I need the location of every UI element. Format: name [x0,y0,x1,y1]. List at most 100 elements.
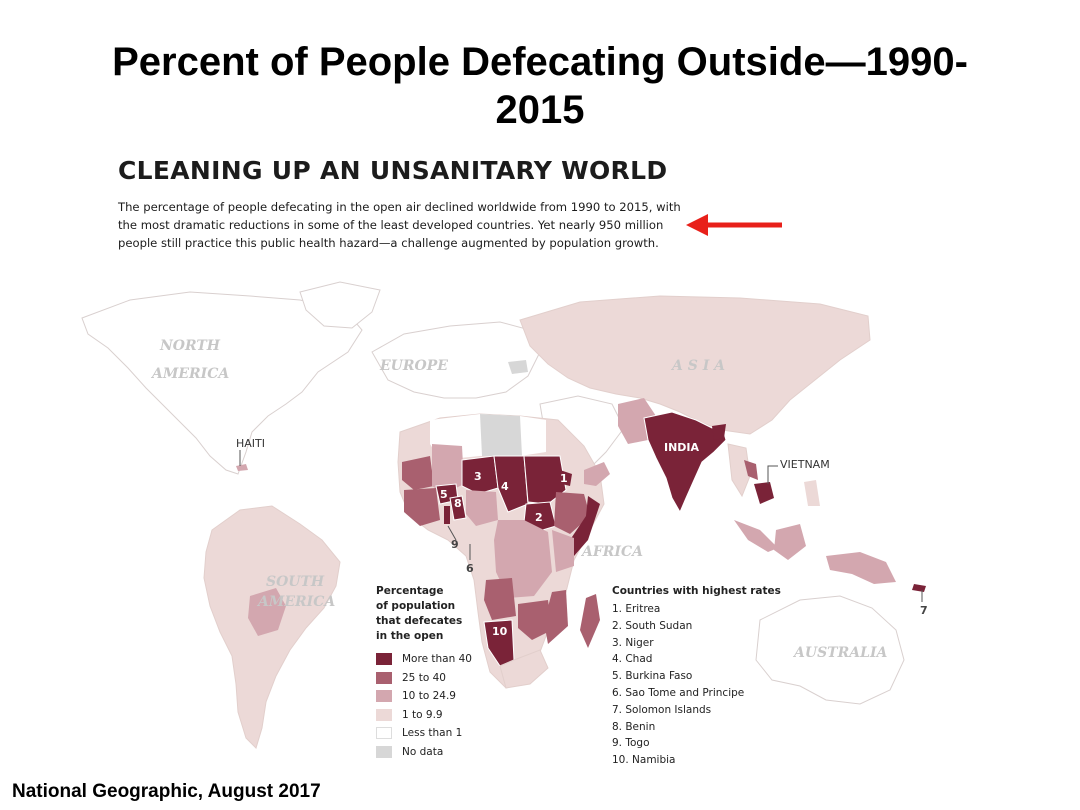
legend-item: 10 to 24.9 [376,687,472,706]
list-item: 8. Benin [612,720,656,733]
cambodia-region [754,482,774,504]
australia-landmass [755,595,905,705]
legend-swatch-1-to-9-9 [376,708,392,721]
asia-landmass [519,295,871,435]
mauritania-region [402,456,434,490]
haiti-region [236,464,248,471]
red-arrow-icon [686,214,782,236]
south-africa-region [499,649,549,689]
label-south-america-1: SOUTH [266,574,325,590]
legend-item: More than 40 [376,650,472,669]
zambia-region [518,600,552,640]
slide-title-line-2: 2015 [495,88,585,132]
number-label-1: 1 [560,472,568,485]
bolivia-region [248,588,286,636]
highest-rates-title: Countries with highest rates [612,585,781,597]
list-item: 7. Solomon Islands [612,703,712,716]
chad-region [493,455,529,513]
list-item: 2. South Sudan [612,619,693,632]
borneo-region [774,524,806,560]
number-label-2: 2 [535,511,543,524]
legend-label: 1 to 9.9 [402,708,443,721]
list-item: 5. Burkina Faso [612,670,693,683]
benin-region [449,495,467,521]
slide-title-line-1: Percent of People Defecating Outside—199… [112,40,968,84]
greenland-landmass [299,281,381,329]
europe-no-data-region [508,360,528,374]
list-item: 6. Sao Tome and Principe [612,686,745,699]
kenya-region [552,530,574,572]
nepal-region [712,424,726,440]
eritrea-region [560,470,572,486]
madagascar-region [580,594,600,648]
legend-label: Less than 1 [402,727,463,740]
legend-title-line-3: that defecates [376,615,463,627]
label-haiti: HAITI [236,437,265,450]
highest-rates-list: Countries with highest rates 1. Eritrea … [612,585,781,769]
solomon-islands-region [912,584,926,592]
legend-title-line-1: Percentage [376,585,444,597]
indonesia-east-region [826,552,896,584]
list-item: 10. Namibia [612,754,676,767]
source-credit: National Geographic, August 2017 [12,781,321,802]
list-item: 1. Eritrea [612,603,661,615]
west-africa-coast-region [404,488,440,526]
number-label-6: 6 [466,562,474,575]
arabia-region [584,462,610,486]
label-vietnam: VIETNAM [780,458,830,471]
north-america-landmass [81,291,363,475]
number-label-7: 7 [920,604,928,617]
legend-label: 10 to 24.9 [402,690,456,703]
label-australia: AUSTRALIA [792,645,887,661]
india-region [643,411,727,514]
angola-region [484,578,516,620]
legend-title: Percentage of population that defecates … [376,584,472,644]
vietnam-leader-line [767,465,778,484]
intro-line-3: people still practice this public health… [118,236,659,250]
list-item: 3. Niger [612,636,654,649]
number-label-4: 4 [501,480,509,493]
list-item: 9. Togo [612,737,650,750]
map-heading: CLEANING UP AN UNSANITARY WORLD [118,156,668,185]
legend-swatch-25-to-40 [376,671,392,684]
philippines-region [804,480,820,506]
label-asia: A S I A [670,358,725,374]
legend-label: More than 40 [402,653,472,666]
label-south-america-2: AMERICA [256,594,335,610]
legend-title-line-2: of population [376,600,456,612]
legend-swatch-more-than-40 [376,653,392,666]
number-label-9: 9 [451,538,459,551]
mozambique-region [544,590,568,644]
myanmar-region [727,443,751,498]
algeria-no-data-region [480,414,522,456]
legend-item: No data [376,743,472,762]
label-north-america-1: NORTH [159,338,221,354]
legend-label: No data [402,745,444,758]
mali-region [432,444,464,494]
legend-item: Less than 1 [376,724,472,743]
legend-title-line-4: in the open [376,630,444,642]
europe-landmass [371,321,541,399]
intro-text: The percentage of people defecating in t… [118,198,698,252]
number-label-8: 8 [454,497,462,510]
legend-item: 25 to 40 [376,669,472,688]
legend-swatch-no-data [376,745,392,758]
label-africa: AFRICA [580,544,643,560]
number-label-3: 3 [474,470,482,483]
map-legend: Percentage of population that defecates … [376,584,472,761]
togo-leader-line [447,525,457,541]
legend-swatch-less-than-1 [376,727,392,740]
indonesia-region [734,520,778,552]
list-item: 4. Chad [612,653,653,666]
number-label-10: 10 [492,625,508,638]
label-europe: EUROPE [379,358,448,374]
label-india: INDIA [664,441,700,454]
label-north-america-2: AMERICA [150,366,229,382]
nigeria-region [466,490,498,526]
togo-region [444,506,450,524]
somalia-region [570,496,600,556]
legend-swatch-10-to-24-9 [376,690,392,703]
intro-line-1: The percentage of people defecating in t… [118,200,681,214]
niger-region [461,455,499,495]
